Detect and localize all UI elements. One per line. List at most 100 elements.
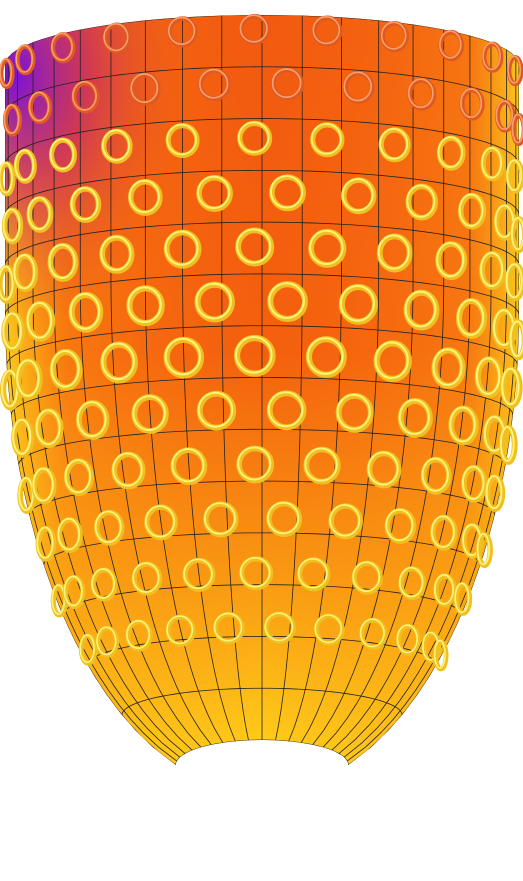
- ring: [27, 90, 53, 125]
- ring: [196, 174, 233, 212]
- ring: [101, 128, 133, 164]
- ring-highlight: [12, 418, 32, 455]
- ring-highlight: [485, 475, 503, 510]
- ring-highlight: [481, 147, 503, 179]
- ring: [480, 146, 505, 182]
- ring-highlight: [164, 230, 199, 266]
- ring: [436, 135, 466, 171]
- ring-highlight: [166, 123, 197, 156]
- ring: [48, 137, 77, 173]
- ring-highlight: [103, 22, 129, 52]
- ring-highlight: [130, 73, 159, 104]
- ring: [481, 41, 504, 73]
- ring-highlight: [456, 298, 485, 336]
- ring: [56, 517, 83, 554]
- ring-highlight: [100, 235, 132, 271]
- ring-highlight: [449, 406, 476, 443]
- ring-highlight: [460, 88, 483, 119]
- mesh-line: [5, 118, 519, 166]
- ring-highlight: [144, 505, 176, 538]
- ring-highlight: [374, 341, 409, 380]
- ring: [420, 456, 452, 495]
- ring-highlight: [495, 100, 514, 131]
- mesh-line: [175, 739, 349, 765]
- ring-highlight: [433, 639, 446, 669]
- ring: [313, 613, 345, 646]
- ring-highlight: [164, 337, 202, 376]
- ring-highlight: [482, 42, 501, 71]
- ring-highlight: [480, 251, 504, 288]
- ring-highlight: [380, 21, 407, 50]
- ring-highlight: [343, 71, 372, 102]
- ring-highlight: [128, 179, 160, 214]
- ring: [239, 556, 274, 591]
- ring-highlight: [171, 448, 205, 483]
- ring-highlight: [203, 502, 236, 535]
- ring-highlight: [234, 335, 273, 374]
- mesh-line: [5, 221, 519, 266]
- ring: [438, 29, 465, 62]
- ring-highlight: [32, 467, 54, 502]
- ring: [430, 514, 458, 551]
- ring: [340, 177, 377, 215]
- ring-highlight: [509, 320, 523, 358]
- ring: [236, 445, 275, 484]
- ring: [71, 80, 100, 114]
- ring: [297, 557, 331, 592]
- ring-highlight: [197, 391, 234, 428]
- ring-highlight: [379, 128, 409, 160]
- ring-highlight: [16, 359, 40, 397]
- ring: [303, 446, 341, 485]
- ring-highlight: [213, 612, 243, 642]
- rings: [0, 13, 523, 672]
- ring: [93, 509, 125, 546]
- ring-highlight: [14, 149, 35, 182]
- ring-highlight: [132, 395, 166, 432]
- ring-highlight: [26, 301, 53, 339]
- ring: [198, 68, 231, 102]
- ring-highlight: [112, 452, 143, 487]
- ring-highlight: [506, 159, 523, 192]
- ring-highlight: [132, 562, 160, 593]
- ring-highlight: [69, 292, 101, 330]
- ring: [398, 566, 427, 601]
- ring-highlight: [297, 557, 328, 589]
- ring: [494, 99, 516, 133]
- ring-highlight: [28, 91, 50, 122]
- surface: [0, 13, 523, 765]
- mesh-line: [5, 273, 519, 316]
- ring-highlight: [48, 243, 76, 279]
- ring-highlight: [271, 68, 302, 99]
- ring-highlight: [18, 477, 34, 512]
- ring-highlight: [57, 517, 81, 551]
- ring-highlight: [436, 242, 465, 278]
- ring: [62, 574, 86, 610]
- ring-highlight: [507, 55, 522, 84]
- ring: [182, 557, 216, 592]
- ring: [266, 501, 303, 538]
- ring-highlight: [341, 178, 374, 212]
- ring: [69, 186, 102, 224]
- ring: [310, 122, 345, 158]
- ring-highlight: [398, 566, 424, 598]
- ring: [433, 573, 457, 608]
- ring-highlight: [101, 342, 135, 381]
- ring-highlight: [475, 357, 501, 395]
- ring: [237, 120, 273, 156]
- ring-highlight: [367, 451, 399, 486]
- ring-highlight: [50, 349, 80, 388]
- ring-highlight: [501, 367, 520, 406]
- ring-highlight: [461, 465, 485, 500]
- ring-highlight: [398, 399, 430, 435]
- ring: [127, 178, 163, 216]
- ring: [366, 450, 402, 489]
- ring: [395, 623, 421, 657]
- ring-highlight: [64, 459, 92, 494]
- ring-highlight: [404, 290, 437, 328]
- ring-highlight: [197, 175, 231, 210]
- ring-highlight: [406, 184, 436, 218]
- ring-highlight: [312, 15, 341, 45]
- ring: [95, 625, 120, 659]
- mesh-line: [5, 169, 519, 216]
- ring-highlight: [432, 348, 463, 386]
